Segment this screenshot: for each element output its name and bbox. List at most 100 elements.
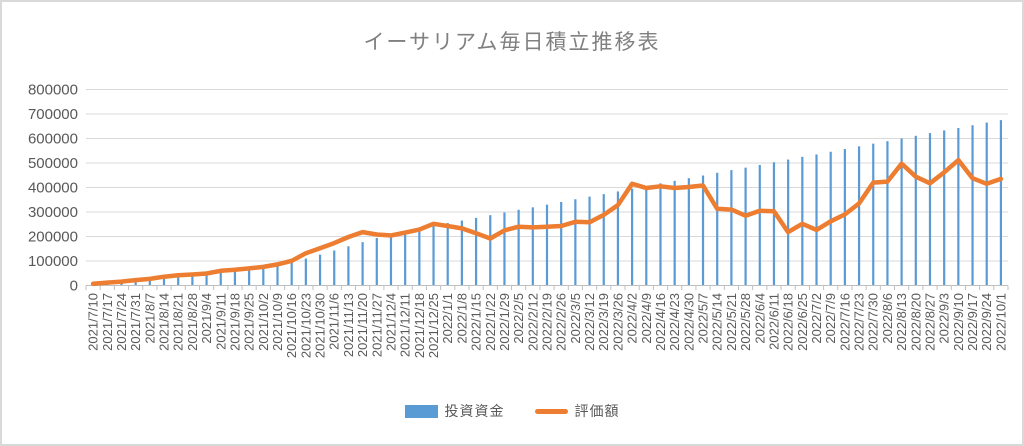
x-axis-label: 2022/7/16 (837, 293, 852, 351)
x-axis-label: 2022/6/11 (766, 293, 781, 350)
invest-bar (474, 217, 478, 286)
invest-bar (872, 143, 875, 286)
x-axis-label: 2021/8/7 (142, 293, 157, 344)
x-axis-label: 2022/3/5 (568, 293, 583, 344)
x-axis-label: 2022/8/27 (922, 293, 937, 351)
eval-line (90, 157, 1004, 287)
x-axis-label: 2022/3/19 (596, 293, 611, 351)
x-axis-label: 2022/4/9 (639, 293, 654, 344)
x-axis-label: 2022/4/30 (681, 293, 696, 351)
invest-bar (602, 194, 605, 286)
x-axis-label: 2021/8/21 (171, 293, 186, 351)
invest-bar (971, 125, 974, 286)
y-axis-label: 100000 (28, 253, 78, 270)
invest-bar (957, 127, 960, 286)
x-axis-label: 2021/7/31 (128, 293, 143, 351)
x-axis-label: 2021/10/23 (298, 293, 313, 358)
x-axis-label: 2022/7/23 (852, 293, 867, 351)
invest-bar (290, 262, 293, 286)
invest-bar (588, 196, 591, 286)
legend-invest-label: 投資資金 (444, 403, 505, 419)
x-axis-label: 2021/10/30 (313, 293, 328, 358)
x-axis-label: 2021/9/4 (199, 293, 214, 344)
invest-bar (517, 209, 520, 286)
x-axis-label: 2022/9/24 (979, 293, 994, 351)
x-axis-label: 2022/5/7 (696, 293, 711, 344)
invest-bar (375, 237, 378, 286)
invest-bar (985, 122, 988, 286)
x-axis-label: 2021/10/9 (270, 293, 285, 351)
invest-bar (687, 178, 690, 286)
y-axis-label: 600000 (28, 131, 78, 148)
x-axis-label: 2022/2/19 (540, 293, 555, 351)
y-axis-label: 200000 (28, 229, 78, 246)
x-axis-label: 2021/11/6 (327, 293, 342, 350)
invest-bar (801, 156, 804, 286)
x-axis-label: 2022/7/9 (823, 293, 838, 344)
x-axis-label: 2022/1/22 (483, 293, 498, 351)
x-axis-label: 2022/6/18 (781, 293, 796, 351)
invest-bar (304, 258, 307, 286)
x-axis-label: 2022/8/20 (908, 293, 923, 351)
x-axis-label: 2022/2/12 (525, 293, 540, 351)
invest-bar (205, 273, 208, 286)
x-axis-label: 2022/1/15 (469, 293, 484, 351)
legend-invest-swatch (404, 404, 438, 418)
invest-bar (659, 183, 662, 286)
x-axis-label: 2022/2/26 (554, 293, 569, 351)
invest-bar (631, 188, 634, 286)
x-axis-label: 2022/9/3 (937, 293, 952, 344)
invest-bar (787, 159, 790, 286)
x-axis-label: 2022/4/16 (653, 293, 668, 351)
invest-bar (928, 133, 932, 286)
x-axis-label: 2021/8/14 (157, 293, 172, 351)
y-axis-label: 400000 (28, 180, 78, 197)
invest-bar (616, 191, 620, 286)
invest-bar (361, 242, 364, 286)
invest-bar (999, 120, 1003, 286)
legend: 投資資金 評価額 (0, 401, 1024, 421)
x-axis-label: 2021/12/25 (426, 293, 441, 358)
invest-bar (162, 277, 166, 286)
invest-bar (276, 264, 279, 286)
y-axis-label: 800000 (28, 82, 78, 99)
x-axis-label: 2022/8/13 (894, 293, 909, 351)
y-axis-label: 300000 (28, 204, 78, 221)
invest-bar (545, 204, 549, 286)
invest-bar (701, 175, 705, 286)
invest-bar (432, 225, 435, 286)
x-axis-label: 2022/7/30 (866, 293, 881, 351)
x-axis-label: 2021/7/10 (86, 293, 101, 351)
invest-bar (900, 138, 903, 286)
legend-eval-label: 評価額 (574, 403, 620, 419)
x-axis-label: 2021/12/11 (398, 293, 413, 357)
x-axis-label: 2022/8/6 (880, 293, 895, 344)
invest-bar (148, 279, 151, 286)
x-axis-label: 2022/3/26 (610, 293, 625, 351)
invest-bar (574, 199, 577, 286)
invest-bar (758, 164, 761, 286)
invest-bar (744, 167, 747, 286)
x-axis-label: 2021/10/2 (256, 293, 271, 351)
invest-bar (829, 151, 832, 286)
x-axis-label: 2022/9/17 (965, 293, 980, 351)
x-axis-label: 2021/10/16 (284, 293, 299, 358)
invest-bar (460, 220, 463, 286)
x-axis-label: 2021/7/17 (100, 293, 115, 351)
invest-bar (446, 223, 449, 286)
invest-bar (943, 130, 946, 286)
invest-bar (673, 180, 676, 286)
invest-bar (262, 266, 265, 286)
invest-bar (177, 276, 180, 286)
invest-bar (560, 201, 563, 286)
invest-bar (191, 274, 194, 286)
x-axis-label: 2021/8/28 (185, 293, 200, 351)
invest-bar (219, 271, 222, 286)
invest-bar (772, 162, 776, 286)
invest-bar (815, 154, 818, 286)
y-axis-label: 0 (70, 278, 78, 295)
x-axis-label: 2022/5/21 (724, 293, 739, 351)
y-axis-label: 700000 (28, 106, 78, 123)
invest-bar (503, 212, 506, 286)
x-axis-label: 2022/10/1 (993, 293, 1008, 351)
